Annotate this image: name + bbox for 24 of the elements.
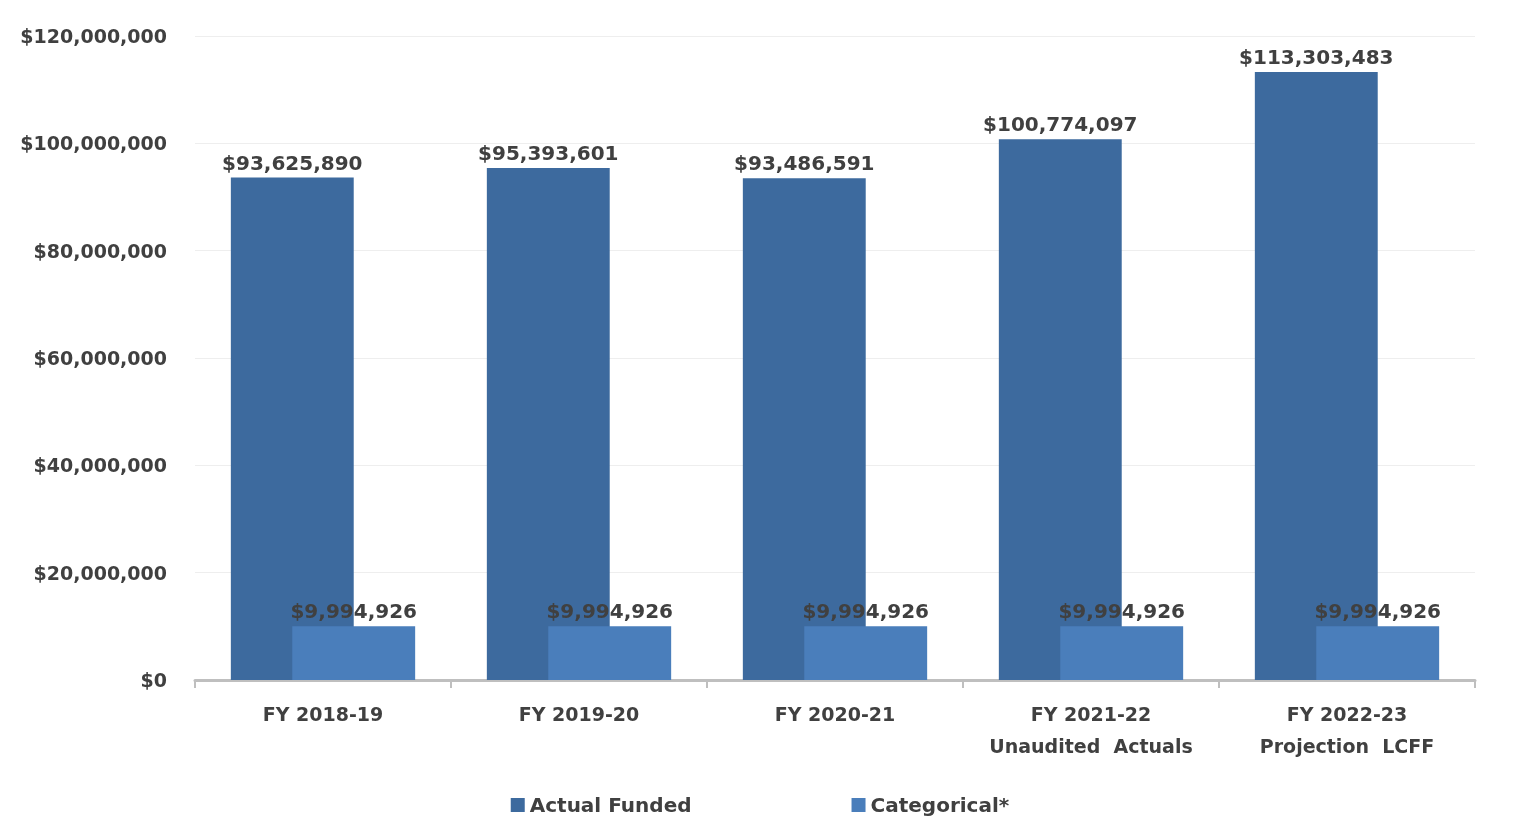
data-label: $93,625,890 — [222, 150, 363, 175]
bar — [1316, 626, 1440, 680]
data-label: $93,486,591 — [734, 151, 875, 176]
bar — [804, 626, 928, 680]
legend-label: Actual Funded — [529, 793, 692, 817]
bar — [548, 626, 672, 680]
x-tick-label: FY 2021-22 Unaudited Actuals — [989, 703, 1193, 757]
x-tick-label: FY 2022-23 Projection LCFF — [1259, 703, 1435, 757]
x-tick-label: FY 2019-20 — [518, 703, 640, 725]
y-tick-label: $20,000,000 — [33, 561, 167, 584]
x-tick-label: FY 2020-21 — [774, 703, 896, 725]
y-tick-label: $120,000,000 — [20, 25, 167, 47]
y-tick-label: $80,000,000 — [33, 239, 167, 262]
data-label: $113,303,483 — [1239, 44, 1394, 69]
y-tick-label: $0 — [140, 669, 167, 691]
bar — [1060, 626, 1184, 680]
y-tick-label: $40,000,000 — [33, 454, 167, 477]
data-label: $100,774,097 — [983, 112, 1138, 137]
bar — [292, 626, 416, 680]
y-tick-label: $60,000,000 — [33, 347, 167, 369]
x-tick-label: FY 2018-19 — [262, 703, 384, 725]
legend-label: Categorical* — [870, 793, 1010, 817]
data-label: $95,393,601 — [478, 141, 619, 166]
y-tick-label: $100,000,000 — [20, 132, 167, 155]
